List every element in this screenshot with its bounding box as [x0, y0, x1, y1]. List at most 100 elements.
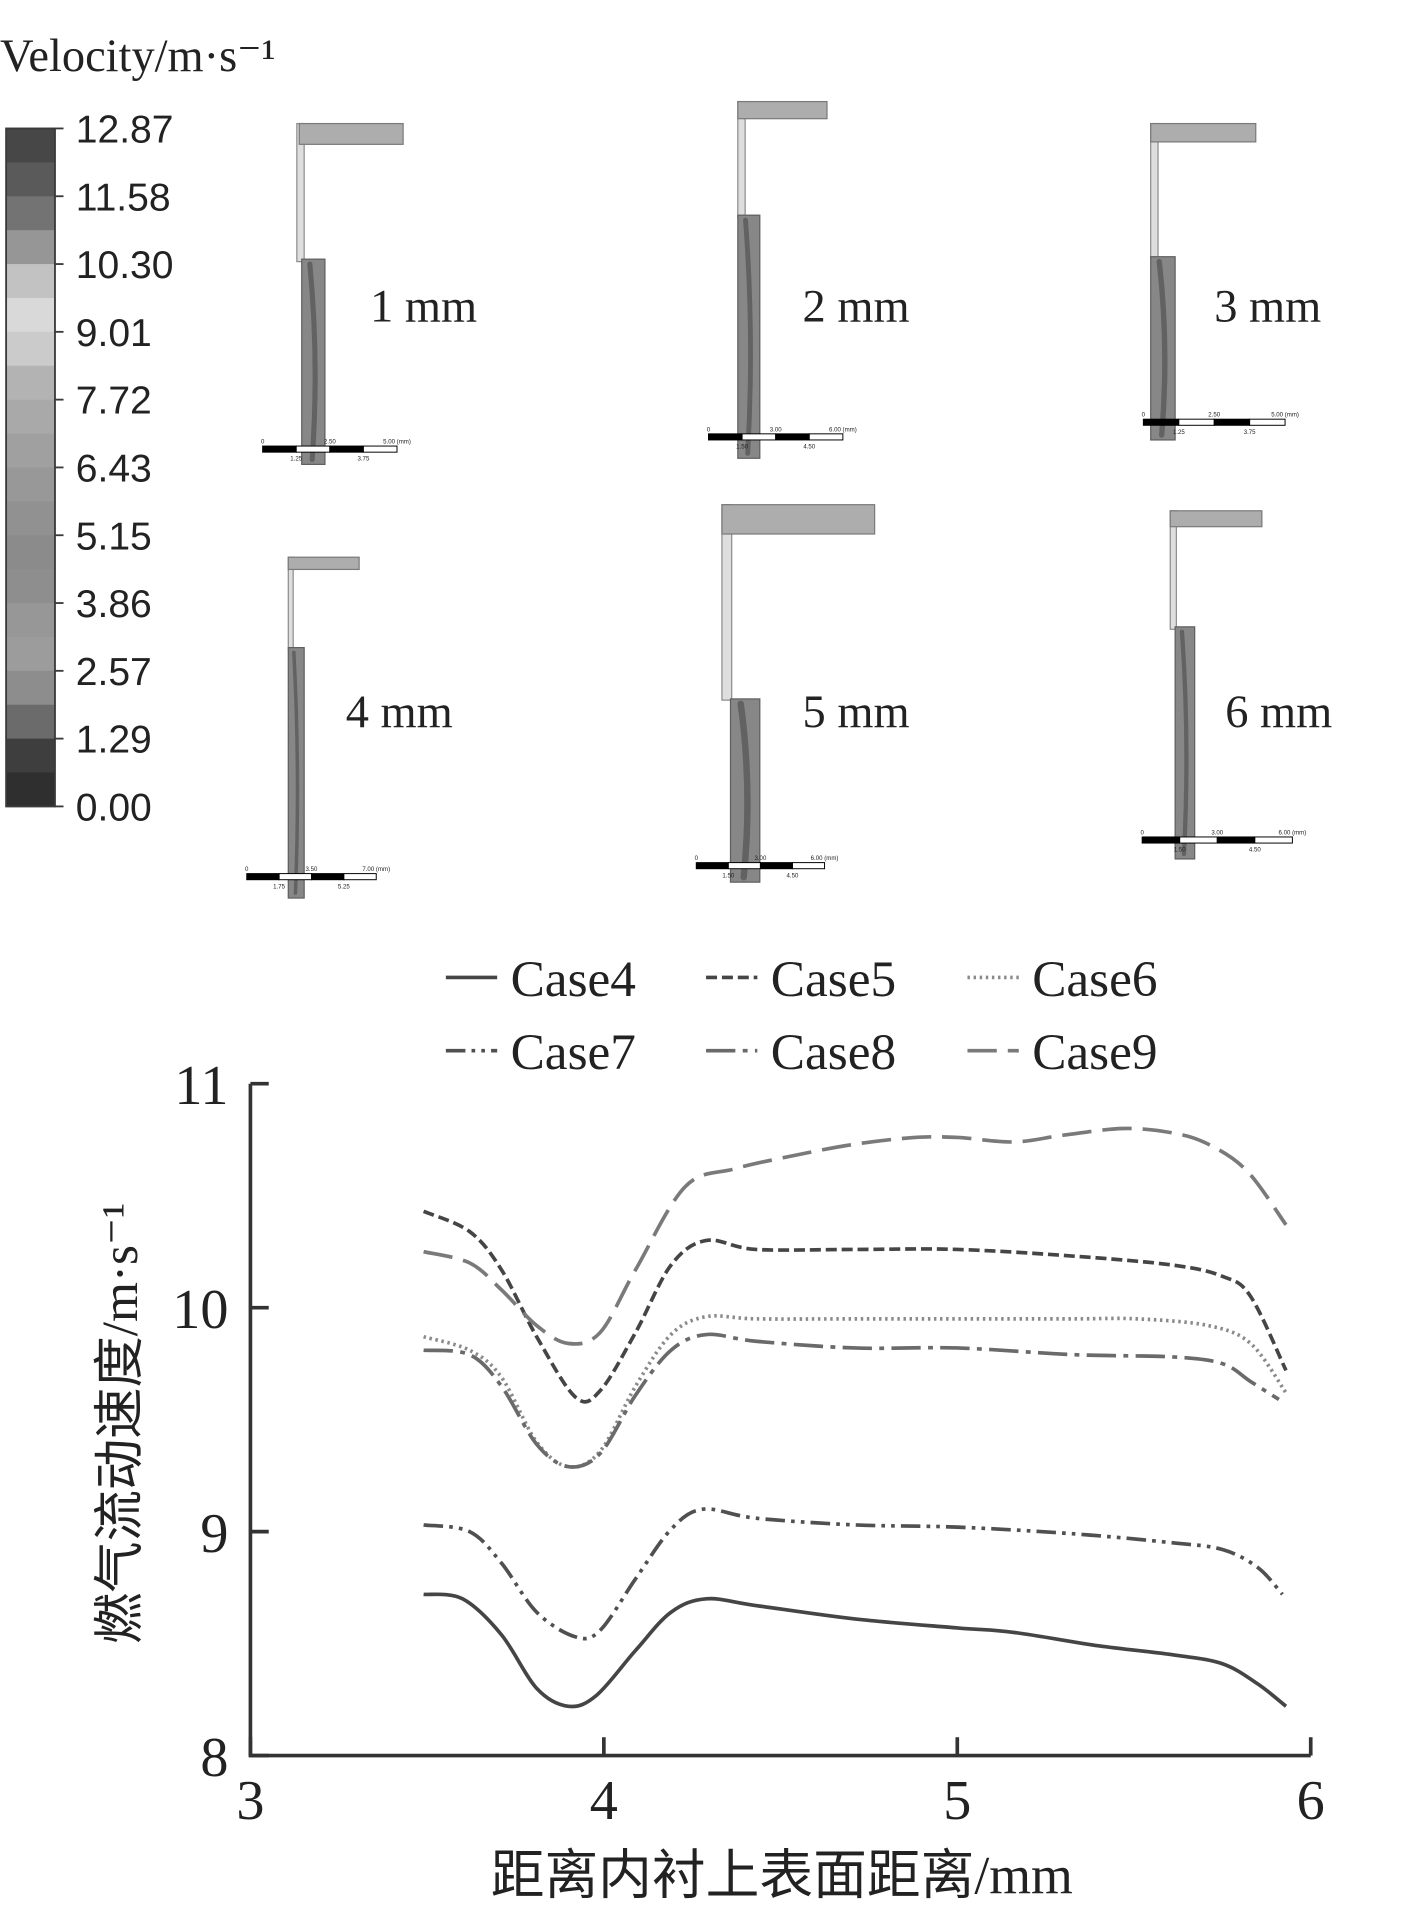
colorbar-band [6, 603, 55, 638]
scale-bar-segment [708, 433, 743, 441]
colorbar-bands [5, 127, 56, 808]
scale-bar-label: 6.00 (mm) [1279, 830, 1307, 837]
contour-streak [292, 650, 300, 895]
scale-bar-segment [1216, 836, 1256, 844]
contour-panel: 6 mm 0 3.00 6.00 (mm) 1.50 4.50 [1140, 510, 1332, 860]
contour-field [1169, 510, 1263, 860]
scale-bar-label: 3.00 [754, 855, 766, 862]
colorbar-band [6, 467, 55, 503]
x-tick-label: 3 [236, 1770, 264, 1832]
colorbar-band [6, 399, 55, 435]
scale-bar-segment [695, 862, 729, 870]
chart-series [422, 1126, 1288, 1709]
scale-bar-segment [1254, 836, 1293, 844]
legend-item-case5: Case5 [706, 951, 896, 1008]
scale-bar-label: 1.75 [273, 883, 285, 890]
line-chart: Case4 Case5 Case6 Case7 Case8 Case9 8 9 10 11 3 4 5… [92, 951, 1325, 1906]
scale-bar-segment [1178, 418, 1215, 426]
scale-bar-label: 3.75 [1244, 429, 1256, 436]
legend-item-case8: Case8 [706, 1024, 896, 1081]
contour-streak [1179, 629, 1189, 857]
colorbar-band [6, 297, 55, 333]
scale-bar-label: 5.00 (mm) [1271, 412, 1299, 419]
scale-bar-segment [262, 445, 297, 453]
scale-bar-label: 0 [261, 439, 265, 446]
scale-bar-segment [727, 862, 761, 870]
colorbar-label: 12.87 [76, 109, 174, 152]
colorbar-band [6, 365, 55, 401]
scale-bar-label: 3.50 [306, 866, 318, 873]
colorbar-legend: Velocity/m·s⁻¹ 12.87 11.58 10.30 9.01 7.72 6.… [0, 31, 276, 829]
colorbar-band [6, 772, 55, 808]
contour-top-passage [287, 556, 360, 571]
colorbar-band [6, 433, 55, 469]
colorbar-label: 10.30 [76, 244, 174, 287]
scale-bar-label: 2.50 [324, 439, 336, 446]
x-tick-label: 5 [943, 1770, 971, 1832]
scale-bar-segment [1179, 836, 1218, 844]
scale-bar-label: 3.75 [357, 456, 369, 463]
scale-bar-segment [246, 873, 280, 881]
series-line-case8 [423, 1332, 1280, 1469]
colorbar-band [6, 501, 55, 536]
panel-label: 2 mm [803, 281, 910, 332]
series-line-case7 [423, 1507, 1284, 1641]
panel-label: 4 mm [346, 687, 453, 738]
colorbar-title: Velocity/m·s⁻¹ [0, 31, 276, 82]
colorbar-label: 1.29 [76, 719, 152, 762]
scale-bar-label: 4.50 [803, 444, 815, 451]
chart-legend: Case4 Case5 Case6 Case7 Case8 Case9 [445, 951, 1158, 1081]
colorbar-band [6, 738, 55, 774]
scale-bar-label: 0 [707, 426, 711, 433]
contour-panel: 5 mm 0 3.00 6.00 (mm) 1.50 4.50 [695, 504, 910, 883]
contour-streak [737, 700, 751, 881]
scale-bar-label: 3.00 [1211, 830, 1223, 837]
colorbar-band [6, 162, 55, 197]
scale-bar-label: 0 [1140, 830, 1144, 837]
colorbar-band [6, 264, 55, 299]
scale-bar-segment [311, 873, 345, 881]
legend-label-case8: Case8 [771, 1024, 896, 1081]
x-tick-label: 6 [1297, 1770, 1325, 1832]
contour-top-passage [1169, 510, 1263, 528]
scale-bar-segment [1213, 418, 1251, 426]
y-tick-label: 10 [172, 1279, 228, 1341]
legend-item-case6: Case6 [967, 951, 1158, 1008]
colorbar-band [6, 535, 55, 570]
colorbar-band [6, 704, 55, 740]
contour-top-passage [721, 504, 876, 535]
scale-bar-segment [278, 873, 312, 881]
scale-bar-segment [791, 862, 826, 870]
y-tick-label: 11 [174, 1055, 228, 1117]
panel-scale-bar: 0 2.50 5.00 (mm) 1.25 3.75 [1142, 412, 1299, 436]
series-line-case4 [423, 1592, 1288, 1709]
contour-field [1150, 122, 1257, 441]
scale-bar-label: 1.25 [1173, 429, 1185, 436]
scale-bar-label: 3.00 [770, 426, 782, 433]
scale-bar-label: 6.00 (mm) [811, 855, 839, 862]
scale-bar-segment [741, 433, 777, 441]
contour-streak [743, 217, 753, 456]
y-tick-label: 8 [200, 1727, 228, 1789]
panel-scale-bar: 0 2.50 5.00 (mm) 1.25 3.75 [261, 439, 411, 463]
scale-bar-segment [295, 445, 331, 453]
scale-bar-label: 7.00 (mm) [362, 866, 390, 873]
contour-panel: 1 mm 0 2.50 5.00 (mm) 1.25 3.75 [261, 122, 477, 465]
contour-field [296, 122, 404, 465]
panel-label: 5 mm [803, 687, 910, 738]
legend-label-case5: Case5 [771, 951, 896, 1008]
colorbar-label: 6.43 [76, 448, 152, 491]
colorbar-band [6, 331, 55, 367]
contour-streak [1156, 258, 1168, 438]
contour-top-passage [298, 122, 404, 145]
y-tick-label: 9 [200, 1503, 228, 1565]
scale-bar-segment [808, 433, 844, 441]
scale-bar-segment [1141, 836, 1181, 844]
scale-bar-label: 1.50 [736, 444, 748, 451]
axis-lines [248, 1083, 1311, 1758]
series-line-case6 [423, 1313, 1288, 1469]
y-axis-label: 燃气流动速度/m·s⁻¹ [92, 1203, 149, 1644]
scale-bar-label: 4.50 [1249, 847, 1261, 854]
panel-label: 6 mm [1225, 687, 1332, 738]
scale-bar-label: 0 [1142, 412, 1146, 419]
